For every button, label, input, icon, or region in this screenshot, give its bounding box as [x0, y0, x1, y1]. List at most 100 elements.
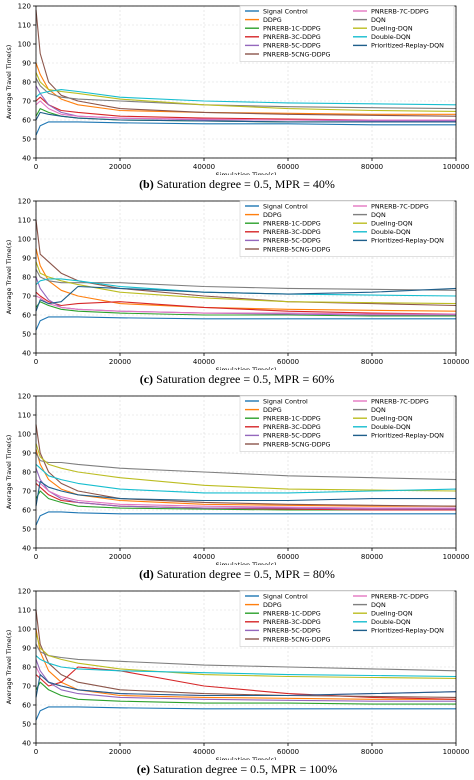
- series-line: [35, 468, 456, 510]
- legend-label: PNRERB-3C-DDPG: [263, 33, 321, 41]
- series-line: [35, 479, 456, 509]
- y-tick-label: 120: [18, 588, 31, 596]
- y-tick-label: 100: [18, 431, 31, 439]
- y-tick-label: 110: [18, 607, 31, 615]
- y-tick-label: 40: [22, 155, 31, 163]
- legend-label: Double-DQN: [371, 33, 411, 41]
- x-tick-label: 0: [34, 358, 38, 366]
- y-tick-label: 110: [18, 412, 31, 420]
- legend-label: PNRERB-1C-DDPG: [263, 610, 321, 618]
- series-line: [35, 674, 457, 698]
- y-axis-label: Average Travel Time(s): [5, 240, 13, 315]
- series-line: [35, 443, 457, 492]
- x-tick-label: 100000: [443, 748, 470, 756]
- y-tick-label: 50: [22, 721, 31, 729]
- series-line: [35, 248, 457, 312]
- legend-label: DQN: [371, 406, 386, 414]
- legend-label: DQN: [371, 211, 386, 219]
- legend-label: Prioritized-Replay-DQN: [371, 42, 444, 50]
- legend-label: DDPG: [263, 211, 282, 219]
- series-line: [35, 72, 457, 112]
- y-tick-label: 100: [18, 236, 31, 244]
- x-tick-label: 80000: [361, 553, 383, 561]
- panel-caption: (e) Saturation degree = 0.5, MPR = 100%: [0, 762, 474, 777]
- x-tick-label: 0: [34, 163, 38, 171]
- x-tick-label: 40000: [193, 748, 215, 756]
- x-tick-label: 80000: [361, 748, 383, 756]
- legend-label: PNRERB-7C-DDPG: [371, 397, 429, 405]
- series-line: [35, 278, 457, 297]
- series-line: [35, 632, 457, 679]
- x-tick-label: 60000: [277, 748, 299, 756]
- y-tick-label: 100: [18, 626, 31, 634]
- caption-letter: (c): [139, 372, 154, 386]
- y-tick-label: 70: [22, 683, 31, 691]
- legend-label: DQN: [371, 601, 386, 609]
- series-line: [35, 100, 456, 121]
- series-line: [35, 285, 457, 312]
- legend-label: Dueling-DQN: [371, 610, 413, 618]
- legend-label: Double-DQN: [371, 228, 411, 236]
- caption-text: Saturation degree = 0.5, MPR = 80%: [153, 567, 335, 581]
- series-line: [35, 62, 456, 115]
- legend-label: PNRERB-3C-DDPG: [263, 228, 321, 236]
- legend-label: Dueling-DQN: [371, 415, 413, 423]
- x-tick-label: 80000: [361, 358, 383, 366]
- legend-box: [239, 5, 455, 62]
- series-line: [35, 295, 456, 315]
- legend-label: PNRERB-5C-DDPG: [263, 237, 321, 245]
- legend-label: PNRERB-1C-DDPG: [263, 415, 321, 423]
- legend-box: [239, 590, 455, 647]
- panel-caption: (d) Saturation degree = 0.5, MPR = 80%: [0, 567, 474, 582]
- legend-label: Prioritized-Replay-DQN: [371, 237, 444, 245]
- series-line: [35, 511, 456, 526]
- series-line: [35, 111, 456, 123]
- y-tick-label: 80: [22, 274, 31, 282]
- x-tick-label: 60000: [277, 358, 299, 366]
- series-line: [35, 77, 457, 110]
- legend-label: PNRERB-1C-DDPG: [263, 25, 321, 33]
- legend-label: Double-DQN: [371, 423, 411, 431]
- series-line: [35, 463, 457, 494]
- legend-label: Signal Control: [263, 202, 308, 210]
- legend-label: Prioritized-Replay-DQN: [371, 627, 444, 635]
- y-tick-label: 90: [22, 60, 31, 68]
- x-tick-label: 100000: [443, 358, 470, 366]
- legend-label: PNRERB-5CNG-DDPG: [263, 50, 331, 58]
- x-tick-label: 100000: [443, 553, 470, 561]
- y-tick-label: 90: [22, 450, 31, 458]
- y-axis-label: Average Travel Time(s): [5, 45, 13, 120]
- y-axis-label: Average Travel Time(s): [5, 435, 13, 510]
- legend-label: PNRERB-3C-DDPG: [263, 618, 321, 626]
- x-tick-label: 40000: [193, 553, 215, 561]
- chart-panel: 0 20000 40000 60000 80000 100000 40 50 60 70 80 90 1…: [0, 585, 474, 780]
- chart-panel: 0 20000 40000 60000 80000 100000 40 50 60 70 80 90 1…: [0, 0, 474, 195]
- caption-letter: (b): [139, 177, 154, 191]
- legend-label: PNRERB-5C-DDPG: [263, 627, 321, 635]
- series-line: [35, 269, 457, 291]
- series-line: [35, 89, 457, 106]
- legend-label: PNRERB-5CNG-DDPG: [263, 635, 331, 643]
- legend-label: DDPG: [263, 406, 282, 414]
- caption-text: Saturation degree = 0.5, MPR = 60%: [153, 372, 335, 386]
- y-tick-label: 100: [18, 41, 31, 49]
- legend-label: Double-DQN: [371, 618, 411, 626]
- x-tick-label: 0: [34, 553, 38, 561]
- y-tick-label: 50: [22, 136, 31, 144]
- x-tick-label: 0: [34, 748, 38, 756]
- y-tick-label: 60: [22, 702, 31, 710]
- y-tick-label: 40: [22, 350, 31, 358]
- series-line: [35, 316, 456, 331]
- caption-letter: (d): [139, 567, 154, 581]
- x-axis-label: Simulation Time(s): [215, 561, 276, 565]
- y-tick-label: 50: [22, 331, 31, 339]
- chart-panel: 0 20000 40000 60000 80000 100000 40 50 60 70 80 90 1…: [0, 390, 474, 585]
- y-tick-label: 120: [18, 3, 31, 11]
- x-tick-label: 20000: [109, 163, 131, 171]
- x-tick-label: 20000: [109, 748, 131, 756]
- legend-label: PNRERB-7C-DDPG: [371, 202, 429, 210]
- x-axis-label: Simulation Time(s): [215, 756, 276, 760]
- y-tick-label: 40: [22, 740, 31, 748]
- legend-label: DDPG: [263, 601, 282, 609]
- line-chart: 0 20000 40000 60000 80000 100000 40 50 60 70 80 90 1…: [5, 588, 470, 761]
